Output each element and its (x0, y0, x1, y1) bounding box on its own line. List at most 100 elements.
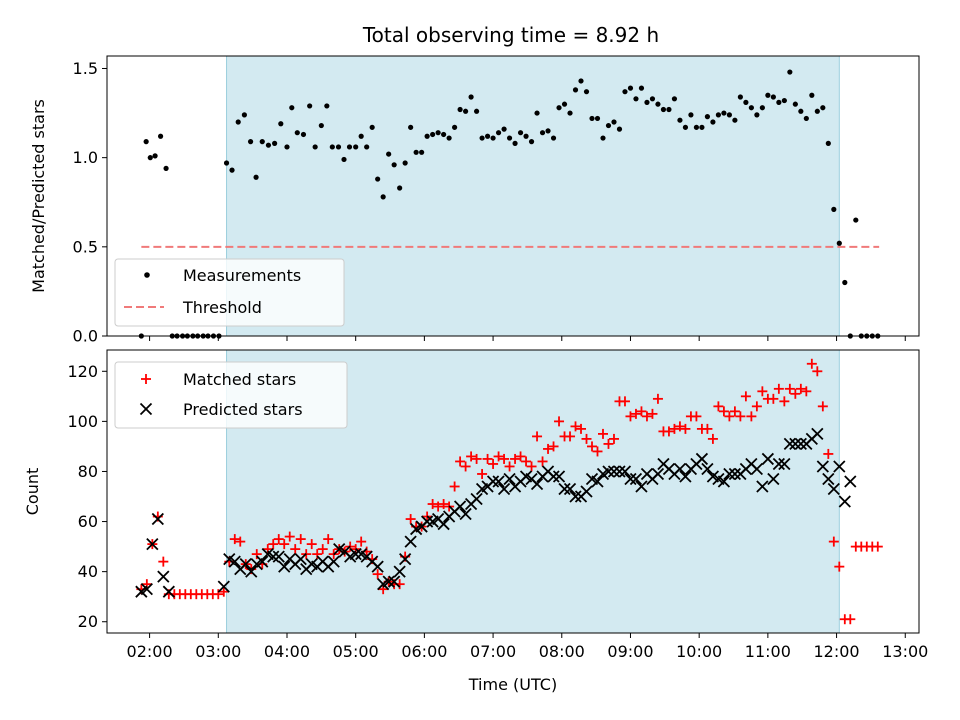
matched-point (323, 534, 334, 545)
measurement-point (335, 144, 342, 150)
measurement-point (622, 89, 628, 95)
matched-point (515, 451, 526, 462)
predicted-point (833, 460, 846, 473)
predicted-point (629, 472, 643, 486)
measurement-point (814, 108, 820, 114)
matched-point (482, 453, 493, 464)
measurement-point (223, 160, 230, 166)
matched-point (284, 531, 295, 542)
measurement-point (517, 130, 524, 136)
predicted-point (607, 465, 621, 478)
matched-point (488, 458, 499, 469)
ratio-panel-frame (106, 55, 920, 337)
measurement-point (726, 112, 732, 118)
predicted-point (245, 565, 258, 578)
measurement-point (831, 206, 837, 212)
predicted-point (157, 570, 170, 583)
measurement-point (419, 149, 425, 155)
measurement-point (638, 85, 645, 91)
ratio-y-axis-label: Matched/Predicted stars (29, 99, 48, 293)
predicted-point (695, 452, 709, 466)
measurement-point (836, 240, 842, 246)
measurement-point (567, 110, 573, 116)
matched-point (812, 366, 823, 377)
predicted-point (151, 512, 164, 526)
matched-point (592, 446, 603, 457)
matched-point (405, 514, 416, 525)
predicted-point (679, 470, 692, 483)
predicted-point (547, 470, 560, 483)
matched-point (713, 401, 724, 412)
legend-threshold-label: Threshold (182, 298, 262, 317)
matched-point (317, 544, 328, 555)
measurement-point (765, 92, 771, 98)
measurement-point (324, 103, 330, 109)
measurement-point (688, 112, 694, 118)
x-tick-label: 10:00 (676, 642, 722, 661)
matched-point (455, 456, 466, 467)
measurement-point (693, 124, 700, 130)
measurement-point (600, 135, 606, 141)
measurement-point (699, 124, 705, 130)
matched-point (636, 406, 647, 417)
count-x-ticks: 02:00 03:00 04:00 05:00 06:00 07:00 08:00 09:00… (127, 633, 928, 661)
measurement-point (759, 105, 765, 111)
measurement-point (627, 85, 634, 91)
matched-point (779, 396, 790, 407)
measurement-point (825, 140, 831, 146)
measurement-point (462, 108, 469, 114)
matched-point (619, 396, 630, 407)
y-tick-label: 20 (78, 612, 98, 631)
legend-matched-marker (141, 374, 151, 384)
predicted-point (767, 472, 780, 486)
measurement-point (386, 151, 392, 157)
predicted-point (563, 482, 577, 496)
count-panel: 20 40 60 80 100 120 02:00 03:00 04:00 05:00 06:00… (23, 349, 928, 694)
measurement-point (364, 144, 370, 150)
measurement-point (294, 130, 300, 136)
measurement-point (776, 99, 782, 105)
measurement-point (787, 69, 793, 75)
predicted-point (822, 472, 835, 486)
matched-point (773, 383, 784, 394)
measurement-point (413, 149, 419, 155)
y-tick-label: 60 (78, 512, 98, 531)
predicted-point (492, 475, 505, 488)
matched-point (493, 451, 504, 462)
matched-point (597, 428, 608, 439)
predicted-point (613, 465, 626, 478)
measurement-point (241, 112, 247, 118)
measurement-point (792, 101, 798, 107)
measurement-point (479, 135, 485, 141)
matched-point (141, 579, 152, 590)
measurement-point (583, 89, 590, 95)
measurement-point (770, 94, 776, 100)
count-y-axis-label: Count (23, 468, 42, 516)
measurement-point (457, 106, 463, 113)
measurement-point (732, 117, 738, 123)
predicted-point (162, 585, 175, 598)
y-tick-label: 40 (78, 562, 98, 581)
matched-point (466, 451, 477, 462)
measurement-point (506, 135, 513, 141)
measurement-point (721, 110, 727, 116)
x-tick-label: 09:00 (607, 642, 653, 661)
predicted-point (327, 555, 340, 568)
matched-point (823, 448, 834, 459)
measurement-point (550, 135, 557, 141)
measurement-point (809, 92, 815, 98)
predicted-point (459, 507, 472, 521)
predicted-point (816, 460, 829, 473)
matched-point (477, 468, 488, 479)
predicted-point (827, 482, 840, 496)
matched-point (312, 549, 323, 560)
x-tick-label: 08:00 (539, 642, 585, 661)
x-tick-label: 05:00 (333, 642, 379, 661)
measurement-point (265, 142, 272, 148)
matched-point (757, 386, 768, 397)
matched-point (652, 393, 663, 404)
matched-point (872, 541, 883, 552)
measurement-point (289, 105, 295, 111)
matched-point (768, 393, 779, 404)
predicted-point (591, 475, 604, 488)
